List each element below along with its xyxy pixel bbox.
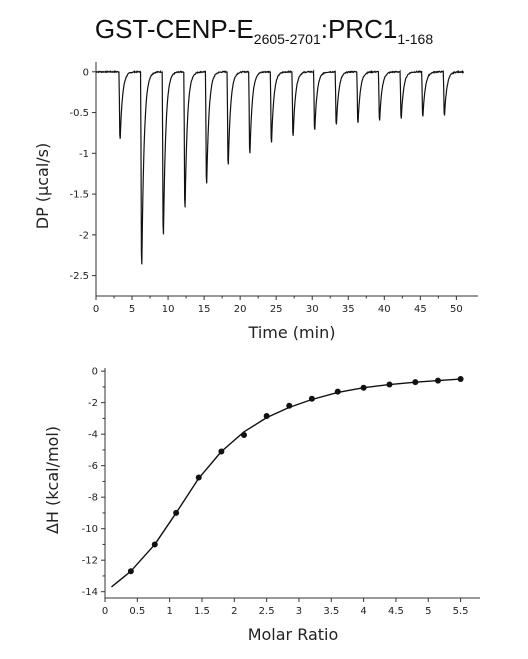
isotherm-data-point [173,509,180,516]
thermogram-x-tick-label: 25 [270,304,283,315]
isotherm-x-tick-label: 4 [360,606,366,617]
isotherm-x-tick-label: 3 [296,606,302,617]
thermogram-x-tick-label: 35 [342,304,355,315]
title-subscript-2: 1-168 [397,31,434,47]
isotherm-data-point [434,377,441,384]
isotherm-y-tick-label: -14 [82,587,98,598]
isotherm-y-axis-label: ΔH (kcal/mol) [43,426,62,534]
isotherm-data-point [308,395,315,402]
isotherm-x-tick-label: 0.5 [129,606,145,617]
thermogram-x-tick-label: 45 [414,304,427,315]
isotherm-data-point [263,413,270,420]
isotherm-x-tick-label: 0 [102,606,108,617]
isotherm-x-axis-label: Molar Ratio [248,625,339,644]
isotherm-data-point [195,474,202,481]
thermogram-y-tick-label: -2 [79,230,89,241]
thermogram-x-tick-label: 15 [198,304,211,315]
title-subscript-1: 2605-2701 [253,31,321,47]
isotherm-y-tick-label: -2 [88,398,98,409]
title-separator: :PRC1 [320,14,398,44]
thermogram-x-tick-label: 0 [93,304,99,315]
thermogram-y-tick-label: -2.5 [69,271,89,282]
thermogram-chart: DP (μcal/s) Time (min) 0 5 10 15 20 25 30 35 40 4… [33,62,478,342]
isotherm-fit-line [111,378,461,588]
thermogram-x-tick-label: 10 [162,304,175,315]
thermogram-x-tick-label: 40 [378,304,391,315]
isotherm-data-point [127,568,134,575]
isotherm-y-tick-label: -8 [88,493,98,504]
thermogram-y-tick-label: -1 [79,149,89,160]
isotherm-data-point [151,541,158,548]
thermogram-x-axis-label: Time (min) [248,323,336,342]
isotherm-data-point [412,379,419,386]
thermogram-x-tick-label: 30 [306,304,319,315]
isotherm-data-point [334,388,341,395]
isotherm-data-point [241,431,248,438]
isotherm-y-tick-label: -10 [82,524,98,535]
isotherm-data-point [286,402,293,409]
chart-title: GST-CENP-E2605-2701:PRC11-168 [0,14,528,47]
thermogram-y-axis-label: DP (μcal/s) [33,143,52,230]
thermogram-x-tick-label: 5 [129,304,135,315]
thermogram-trace [95,69,465,265]
isotherm-y-tick-label: -4 [88,430,98,441]
isotherm-data-point [386,381,393,388]
isotherm-y-tick-label: -6 [88,461,98,472]
isotherm-x-tick-label: 5.5 [453,606,469,617]
thermogram-y-tick-label: 0 [83,67,89,78]
title-main: GST-CENP-E [94,14,254,44]
thermogram-x-tick-label: 50 [450,304,463,315]
isotherm-y-tick-label: -12 [82,556,98,567]
isotherm-x-tick-label: 5 [425,606,431,617]
thermogram-y-tick-label: -0.5 [69,108,89,119]
isotherm-x-tick-label: 2 [231,606,237,617]
isotherm-x-tick-label: 1 [166,606,172,617]
isotherm-x-tick-label: 4.5 [388,606,404,617]
isotherm-data-point [457,376,464,383]
isotherm-y-tick-label: 0 [92,367,98,378]
isotherm-data-point [360,384,367,391]
isotherm-data-point [218,448,225,455]
isotherm-x-tick-label: 1.5 [194,606,210,617]
isotherm-x-tick-label: 3.5 [323,606,339,617]
thermogram-y-tick-label: -1.5 [69,190,89,201]
isotherm-x-tick-label: 2.5 [259,606,275,617]
thermogram-x-tick-label: 20 [234,304,247,315]
